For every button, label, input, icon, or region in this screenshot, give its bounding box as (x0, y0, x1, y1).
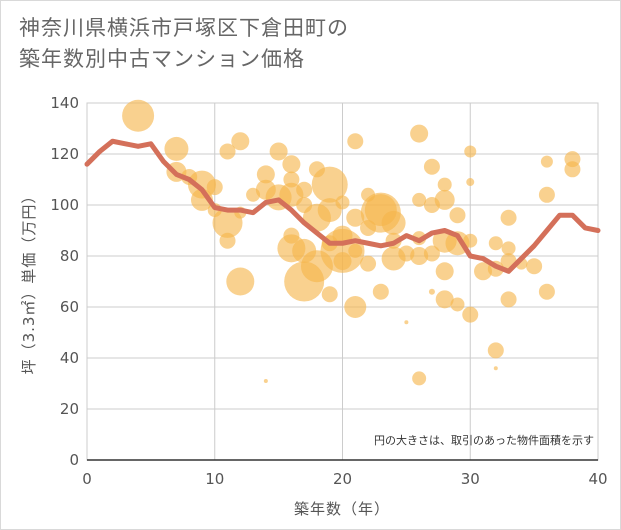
bubble-point (474, 262, 493, 281)
bubble-point (347, 133, 364, 150)
y-tick-label: 0 (69, 451, 79, 469)
bubble-point (487, 342, 504, 359)
bubble-point (346, 208, 365, 227)
bubble-point (428, 288, 435, 295)
bubble-point (164, 136, 189, 161)
x-tick-label: 30 (461, 470, 480, 488)
bubble-point (256, 165, 275, 184)
chart-title-line-1: 神奈川県横浜市戸塚区下倉田町の (19, 16, 349, 40)
bubble-point (404, 320, 409, 325)
bubble-point (435, 290, 454, 309)
bubble-point (269, 142, 288, 161)
bubble-point (412, 371, 427, 386)
bubble-point (463, 233, 478, 248)
bubble-point (564, 161, 581, 178)
bubble-point (449, 207, 466, 224)
y-tick-label: 140 (50, 94, 79, 112)
bubble-point (122, 99, 155, 132)
bubble-point (466, 178, 475, 187)
bubble-point (450, 297, 465, 312)
bubble-point (263, 378, 268, 383)
bubble-point (372, 283, 389, 300)
bubble-point (321, 286, 338, 303)
bubble-point (501, 241, 516, 256)
x-tick-label: 10 (205, 470, 224, 488)
bubble-point (423, 158, 440, 175)
y-tick-label: 60 (60, 298, 79, 316)
bubble-point (488, 236, 503, 251)
axis-ticks: 0 20 40 60 80 100 120 140 0 10 20 30 40 (50, 94, 607, 488)
bubble-point (348, 243, 363, 258)
bubble-point (462, 306, 479, 323)
y-tick-label: 100 (50, 196, 79, 214)
chart-title: 神奈川県横浜市戸塚区下倉田町の 築年数別中古マンション価格 (19, 13, 599, 75)
bubble-point (282, 155, 301, 174)
bubble-point (434, 189, 455, 210)
bubble-point (296, 181, 313, 198)
chart-title-line-2: 築年数別中古マンション価格 (19, 47, 305, 71)
bubble-point (219, 232, 236, 249)
y-tick-label: 80 (60, 247, 79, 265)
bubble-point (344, 296, 367, 318)
bubble-point (500, 209, 517, 226)
average-line-series (84, 138, 601, 274)
bubble-point (335, 195, 350, 210)
bubble-point (333, 252, 352, 271)
bubble-point (540, 155, 553, 168)
bubble-point (231, 132, 250, 151)
x-tick-label: 20 (333, 470, 352, 488)
y-tick-label: 20 (60, 400, 79, 418)
x-tick-label: 40 (588, 470, 607, 488)
bubble-point (500, 291, 517, 308)
average-price-line (84, 138, 601, 274)
x-tick-label: 0 (82, 470, 92, 488)
bubble-point (493, 366, 498, 371)
bubble-point (311, 166, 348, 203)
bubble-point (526, 258, 543, 275)
y-tick-label: 40 (60, 349, 79, 367)
bubble-point (538, 283, 555, 300)
bubble-point (360, 255, 377, 272)
bubble-point (410, 247, 429, 265)
bubble-point (410, 124, 429, 143)
bubble-size-note: 円の大きさは、取引のあった物件面積を示す (374, 433, 594, 447)
bubble-point (464, 145, 477, 158)
bubble-point (435, 262, 454, 281)
bubble-point (437, 177, 452, 192)
bubble-point (206, 179, 223, 196)
bubble-point (381, 210, 406, 235)
bubble-point (226, 267, 255, 296)
bubble-point (219, 143, 236, 160)
bubble-point (412, 192, 427, 207)
x-axis-title: 築年数（年） (294, 500, 390, 518)
y-tick-label: 120 (50, 145, 79, 163)
bubble-point (423, 245, 440, 262)
y-axis-title: 坪（3.3㎡）単価（万円） (20, 188, 38, 375)
bubble-point (538, 186, 555, 203)
